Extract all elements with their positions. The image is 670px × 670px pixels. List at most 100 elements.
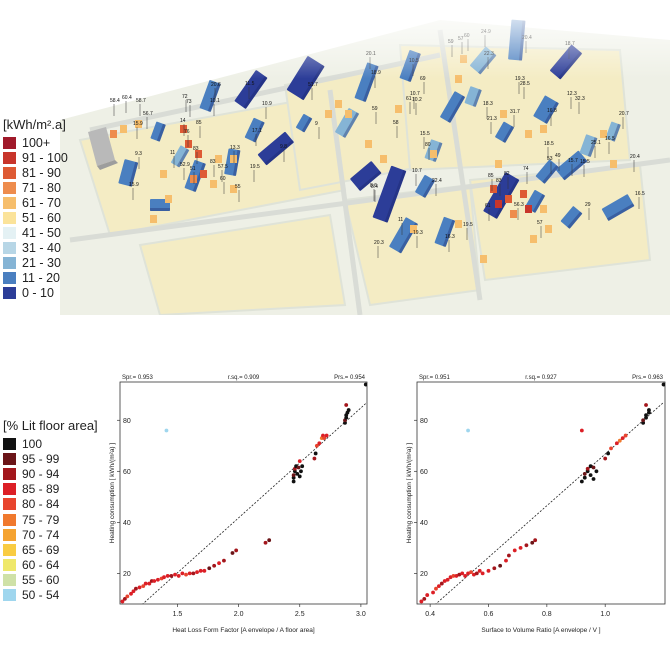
energy-legend-label: 71 - 80 [22, 180, 61, 195]
data-point [164, 428, 169, 433]
data-point [448, 575, 453, 580]
energy-legend-title: [kWh/m².a] [3, 117, 66, 132]
data-point [588, 473, 593, 478]
data-point [184, 572, 188, 577]
energy-legend-swatch [3, 136, 16, 149]
data-point [263, 540, 268, 545]
energy-legend-label: 100+ [22, 135, 51, 150]
data-point [518, 545, 523, 550]
data-point [313, 451, 318, 456]
data-point [641, 418, 646, 423]
stat-label: Prs.= 0.963 [632, 375, 664, 381]
scatter-plots: Spr.= 0.953 r.sq.= 0.909 Prs.= 0.954 1.5 2.0… [109, 375, 666, 634]
energy-legend-label: 11 - 20 [22, 270, 60, 285]
data-point [419, 599, 424, 604]
energy-legend-swatch [3, 181, 16, 194]
data-point [492, 566, 497, 571]
lit-area-legend-label: 50 - 54 [22, 588, 60, 603]
lit-area-legend-item: 55 - 60 [3, 573, 98, 588]
data-point [344, 403, 349, 407]
data-point [480, 571, 485, 576]
data-point [469, 570, 473, 575]
data-point [147, 581, 152, 586]
lit-area-legend-swatch [3, 559, 16, 572]
trend-line [435, 402, 664, 604]
lit-area-legend-label: 100 [22, 436, 43, 451]
data-point [588, 464, 593, 469]
energy-legend-swatch [3, 241, 16, 254]
data-point [198, 568, 203, 573]
urban-energy-map: 58.460.458.756.715.99.3727314857610.120.… [0, 0, 670, 315]
lit-area-legend: [% Lit floor area] 100 95 - 99 90 - 94 85 -… [3, 418, 98, 603]
lit-area-legend-swatch [3, 543, 16, 556]
trend-line [142, 402, 367, 604]
stat-label: r.sq.= 0.927 [525, 375, 557, 381]
data-point [291, 473, 296, 478]
data-point [143, 581, 148, 586]
y-tick-label: 40 [123, 520, 131, 527]
data-point [169, 574, 174, 578]
lit-area-legend-label: 65 - 69 [22, 542, 60, 557]
lit-area-legend-item: 65 - 69 [3, 542, 98, 557]
data-point [180, 571, 185, 576]
lit-area-legend-item: 70 - 74 [3, 527, 98, 542]
energy-legend-swatch [3, 226, 16, 239]
data-point [322, 436, 327, 441]
lit-area-legend-swatch [3, 513, 16, 526]
data-point [454, 574, 459, 578]
data-point [647, 408, 651, 412]
energy-legend-swatch [3, 256, 16, 269]
y-tick-label: 60 [123, 469, 131, 476]
energy-legend-item: 11 - 20 [3, 270, 68, 285]
x-tick-label: 1.0 [600, 611, 610, 618]
energy-legend-item: 100+ [3, 135, 68, 150]
data-point [152, 579, 157, 583]
data-point [594, 469, 599, 474]
data-point [165, 574, 170, 578]
y-tick-label: 80 [420, 418, 428, 425]
data-point [591, 477, 596, 481]
data-point [533, 538, 538, 543]
lit-area-legend-label: 75 - 79 [22, 512, 60, 527]
data-point [477, 568, 482, 573]
energy-legend-swatch [3, 271, 16, 284]
lit-area-legend-item: 100 [3, 436, 98, 451]
data-point [125, 594, 130, 599]
lit-area-legend-swatch [3, 437, 16, 450]
energy-legend-label: 0 - 10 [22, 285, 54, 300]
energy-legend-swatch [3, 196, 16, 209]
data-point [314, 443, 319, 448]
data-point [122, 596, 127, 601]
data-point [425, 593, 430, 597]
x-axis-label: Heat Loss Form Factor [A envelope / A fl… [172, 627, 315, 634]
x-axis-label: Surface to Volume Ratio [A envelope / V … [481, 627, 600, 634]
lit-area-legend-item: 85 - 89 [3, 482, 98, 497]
data-point [644, 413, 648, 418]
data-point [300, 464, 305, 469]
scatter-panel-1: Spr.= 0.953 r.sq.= 0.909 Prs.= 0.954 1.5 2.0… [109, 375, 368, 634]
data-point [202, 568, 207, 573]
data-point [212, 563, 217, 568]
data-point [504, 558, 508, 563]
x-tick-label: 3.0 [356, 611, 366, 618]
data-point [512, 548, 517, 553]
data-point [297, 459, 302, 464]
data-point [312, 456, 317, 461]
energy-legend-item: 61 - 70 [3, 195, 68, 210]
data-point [603, 456, 608, 461]
lit-area-legend-label: 60 - 64 [22, 558, 60, 573]
lit-area-legend-title: [% Lit floor area] [3, 418, 98, 433]
energy-legend-item: 31 - 40 [3, 240, 68, 255]
data-point [141, 584, 146, 589]
lit-area-legend-label: 85 - 89 [22, 482, 60, 497]
stat-label: r.sq.= 0.909 [228, 375, 260, 381]
data-point [442, 579, 447, 583]
data-point [609, 446, 613, 451]
data-point [439, 581, 444, 586]
lit-area-legend-item: 95 - 99 [3, 451, 98, 466]
data-point [133, 586, 138, 591]
lit-area-legend-swatch [3, 483, 16, 496]
data-point [120, 599, 125, 604]
data-point [129, 591, 133, 596]
data-point [614, 441, 619, 446]
